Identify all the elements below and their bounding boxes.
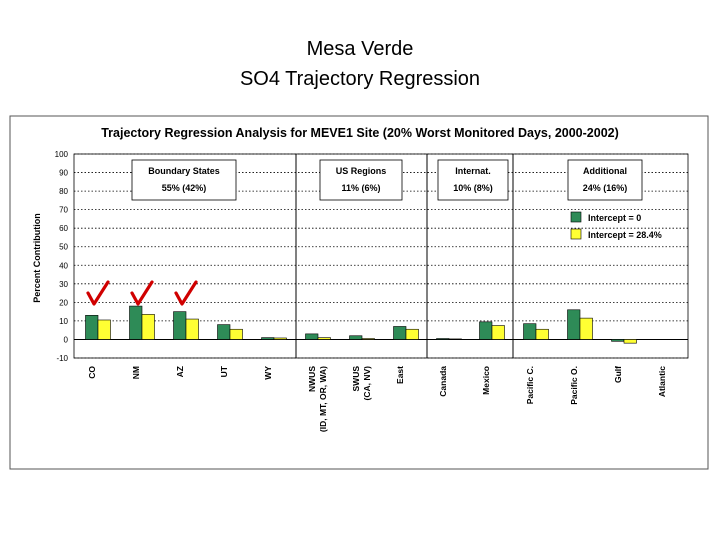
legend-swatch <box>570 211 582 223</box>
group-label: US Regions <box>336 166 387 176</box>
group-label: Additional <box>583 166 627 176</box>
group-box <box>567 159 643 201</box>
x-tick-label: CO <box>87 366 97 379</box>
bar-intercept-0 <box>173 311 187 340</box>
group-box <box>437 159 509 201</box>
x-tick-label: (CA, NV) <box>362 366 372 401</box>
y-tick-label: -10 <box>56 354 68 363</box>
bar-intercept-0 <box>129 305 143 340</box>
bar-intercept-28 <box>535 328 549 340</box>
bar-intercept-0 <box>436 338 450 340</box>
bar-intercept-28 <box>229 328 243 340</box>
bar-intercept-0 <box>567 309 581 340</box>
y-axis-label: Percent Contribution <box>32 213 42 303</box>
check-icon <box>86 280 110 306</box>
x-tick-label: East <box>395 366 405 384</box>
y-tick-label: 90 <box>59 169 68 178</box>
bar-intercept-28 <box>405 328 419 340</box>
bar-intercept-28 <box>448 338 462 340</box>
legend-label: Intercept = 0 <box>588 213 641 223</box>
bar-intercept-0 <box>217 324 231 340</box>
x-tick-label: Canada <box>438 366 448 397</box>
x-tick-label: NWUS <box>307 366 317 392</box>
bar-intercept-28 <box>273 337 287 340</box>
plot-area <box>73 153 689 359</box>
bar-intercept-28 <box>141 314 155 340</box>
x-tick-label: Mexico <box>481 366 491 395</box>
bar-intercept-28 <box>361 338 375 340</box>
bar-intercept-0 <box>349 335 363 340</box>
bar-intercept-28 <box>579 317 593 340</box>
x-tick-label: Pacific C. <box>525 366 535 404</box>
group-value: 11% (6%) <box>341 183 380 193</box>
y-tick-label: 80 <box>59 187 68 196</box>
x-tick-label: Gulf <box>613 366 623 383</box>
y-tick-label: 100 <box>55 150 69 159</box>
bar-intercept-0 <box>85 315 99 340</box>
bar-intercept-28 <box>185 318 199 340</box>
x-tick-label: AZ <box>175 366 185 377</box>
group-value: 10% (8%) <box>453 183 493 193</box>
group-label: Boundary States <box>148 166 220 176</box>
legend-swatch <box>570 228 582 240</box>
check-icon <box>130 280 154 306</box>
bar-intercept-0 <box>261 337 275 340</box>
y-tick-label: 0 <box>64 335 69 344</box>
x-tick-label: NM <box>131 366 141 379</box>
y-tick-label: 60 <box>59 224 68 233</box>
bar-intercept-0 <box>611 339 625 342</box>
bar-intercept-0 <box>393 326 407 340</box>
group-box <box>131 159 237 201</box>
slide-title-line-1: Mesa Verde <box>306 38 414 60</box>
x-tick-label: SWUS <box>351 366 361 392</box>
bar-intercept-28 <box>491 325 505 340</box>
bar-intercept-28 <box>623 339 637 344</box>
y-tick-label: 70 <box>59 206 68 215</box>
group-label: Internat. <box>455 166 491 176</box>
x-tick-label: UT <box>219 365 229 377</box>
x-tick-label: Pacific O. <box>569 366 579 405</box>
group-box <box>319 159 403 201</box>
check-icon <box>174 280 198 306</box>
legend-label: Intercept = 28.4% <box>588 230 662 240</box>
bar-intercept-28 <box>97 319 111 340</box>
y-tick-label: 40 <box>59 261 68 270</box>
bar-intercept-28 <box>317 337 331 340</box>
bar-intercept-0 <box>479 321 493 340</box>
y-tick-label: 50 <box>59 243 68 252</box>
bar-intercept-0 <box>523 323 537 340</box>
x-tick-label: (ID, MT, OR, WA) <box>318 366 328 432</box>
y-tick-label: 30 <box>59 280 68 289</box>
slide-title: Mesa Verde SO4 Trajectory Regression <box>0 34 720 94</box>
group-value: 55% (42%) <box>162 183 207 193</box>
x-tick-label: WY <box>263 366 273 380</box>
group-value: 24% (16%) <box>583 183 628 193</box>
y-tick-label: 10 <box>59 317 68 326</box>
y-tick-label: 20 <box>59 298 68 307</box>
bar-intercept-0 <box>305 333 319 340</box>
chart-title: Trajectory Regression Analysis for MEVE1… <box>101 126 619 140</box>
x-tick-label: Atlantic <box>657 366 667 397</box>
slide-title-line-2: SO4 Trajectory Regression <box>239 68 481 90</box>
